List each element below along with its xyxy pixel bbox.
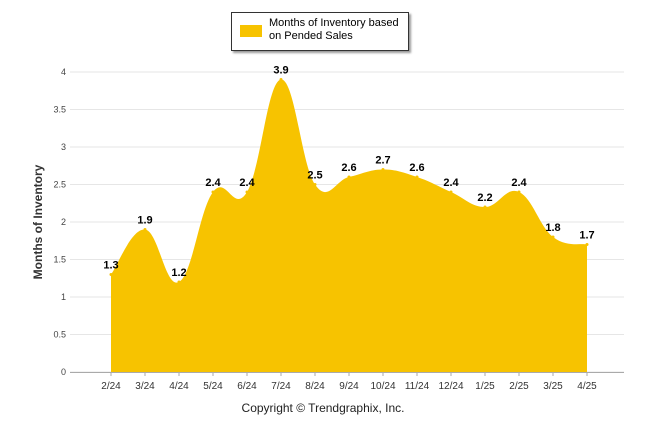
x-tick-label: 10/24 [370, 381, 395, 392]
data-point [449, 190, 453, 194]
data-label: 2.4 [239, 177, 255, 189]
y-tick-label: 2 [61, 217, 66, 227]
data-label: 1.9 [137, 215, 152, 227]
data-point [211, 190, 215, 194]
data-point [109, 273, 113, 276]
data-label: 1.8 [545, 222, 560, 234]
data-label: 2.4 [443, 177, 459, 189]
x-tick-label: 3/25 [543, 381, 563, 392]
data-point [177, 280, 181, 284]
data-point [483, 205, 487, 209]
x-tick-label: 5/24 [203, 381, 223, 392]
y-tick-label: 0 [61, 367, 66, 377]
data-label: 1.3 [103, 260, 118, 272]
data-point [313, 183, 317, 186]
x-tick-label: 12/24 [438, 381, 463, 392]
data-point [517, 190, 521, 194]
data-label: 2.7 [375, 155, 390, 167]
data-point [347, 175, 351, 179]
data-point [551, 235, 555, 239]
y-axis-title: Months of Inventory [31, 164, 45, 279]
x-tick-label: 7/24 [271, 381, 291, 392]
legend-swatch [240, 25, 262, 37]
y-tick-label: 0.5 [53, 330, 66, 340]
y-tick-label: 3 [61, 142, 66, 152]
legend-label: Months of Inventory based on Pended Sale… [269, 17, 399, 42]
area-series [111, 79, 587, 372]
y-tick-label: 1.5 [53, 255, 66, 265]
data-point [585, 243, 589, 246]
data-label: 2.2 [477, 192, 492, 204]
x-tick-label: 3/24 [135, 381, 155, 392]
data-label: 2.4 [205, 177, 221, 189]
data-point [381, 168, 385, 171]
data-point [415, 175, 419, 179]
x-tick-label: 2/24 [101, 381, 121, 392]
x-tick-label: 11/24 [405, 381, 430, 392]
x-tick-label: 2/25 [509, 381, 529, 392]
y-tick-label: 4 [61, 67, 66, 77]
data-label: 2.4 [511, 177, 527, 189]
x-tick-label: 1/25 [475, 381, 495, 392]
x-tick-label: 8/24 [305, 381, 325, 392]
data-label: 2.6 [341, 162, 356, 174]
data-point [245, 190, 249, 194]
x-tick-label: 4/25 [577, 381, 597, 392]
x-tick-label: 9/24 [339, 381, 359, 392]
data-label: 2.5 [307, 170, 322, 182]
x-tick-label: 4/24 [169, 381, 189, 392]
copyright-footer: Copyright © Trendgraphix, Inc. [241, 401, 405, 415]
data-label: 1.2 [171, 267, 186, 279]
data-point [143, 228, 147, 231]
y-tick-label: 3.5 [53, 105, 66, 115]
data-label: 1.7 [579, 230, 594, 242]
data-label: 2.6 [409, 162, 424, 174]
x-tick-label: 6/24 [237, 381, 257, 392]
y-tick-label: 2.5 [53, 180, 66, 190]
legend: Months of Inventory based on Pended Sale… [231, 12, 409, 51]
y-tick-label: 1 [61, 292, 66, 302]
data-label: 3.9 [273, 65, 288, 77]
data-point [279, 78, 283, 81]
